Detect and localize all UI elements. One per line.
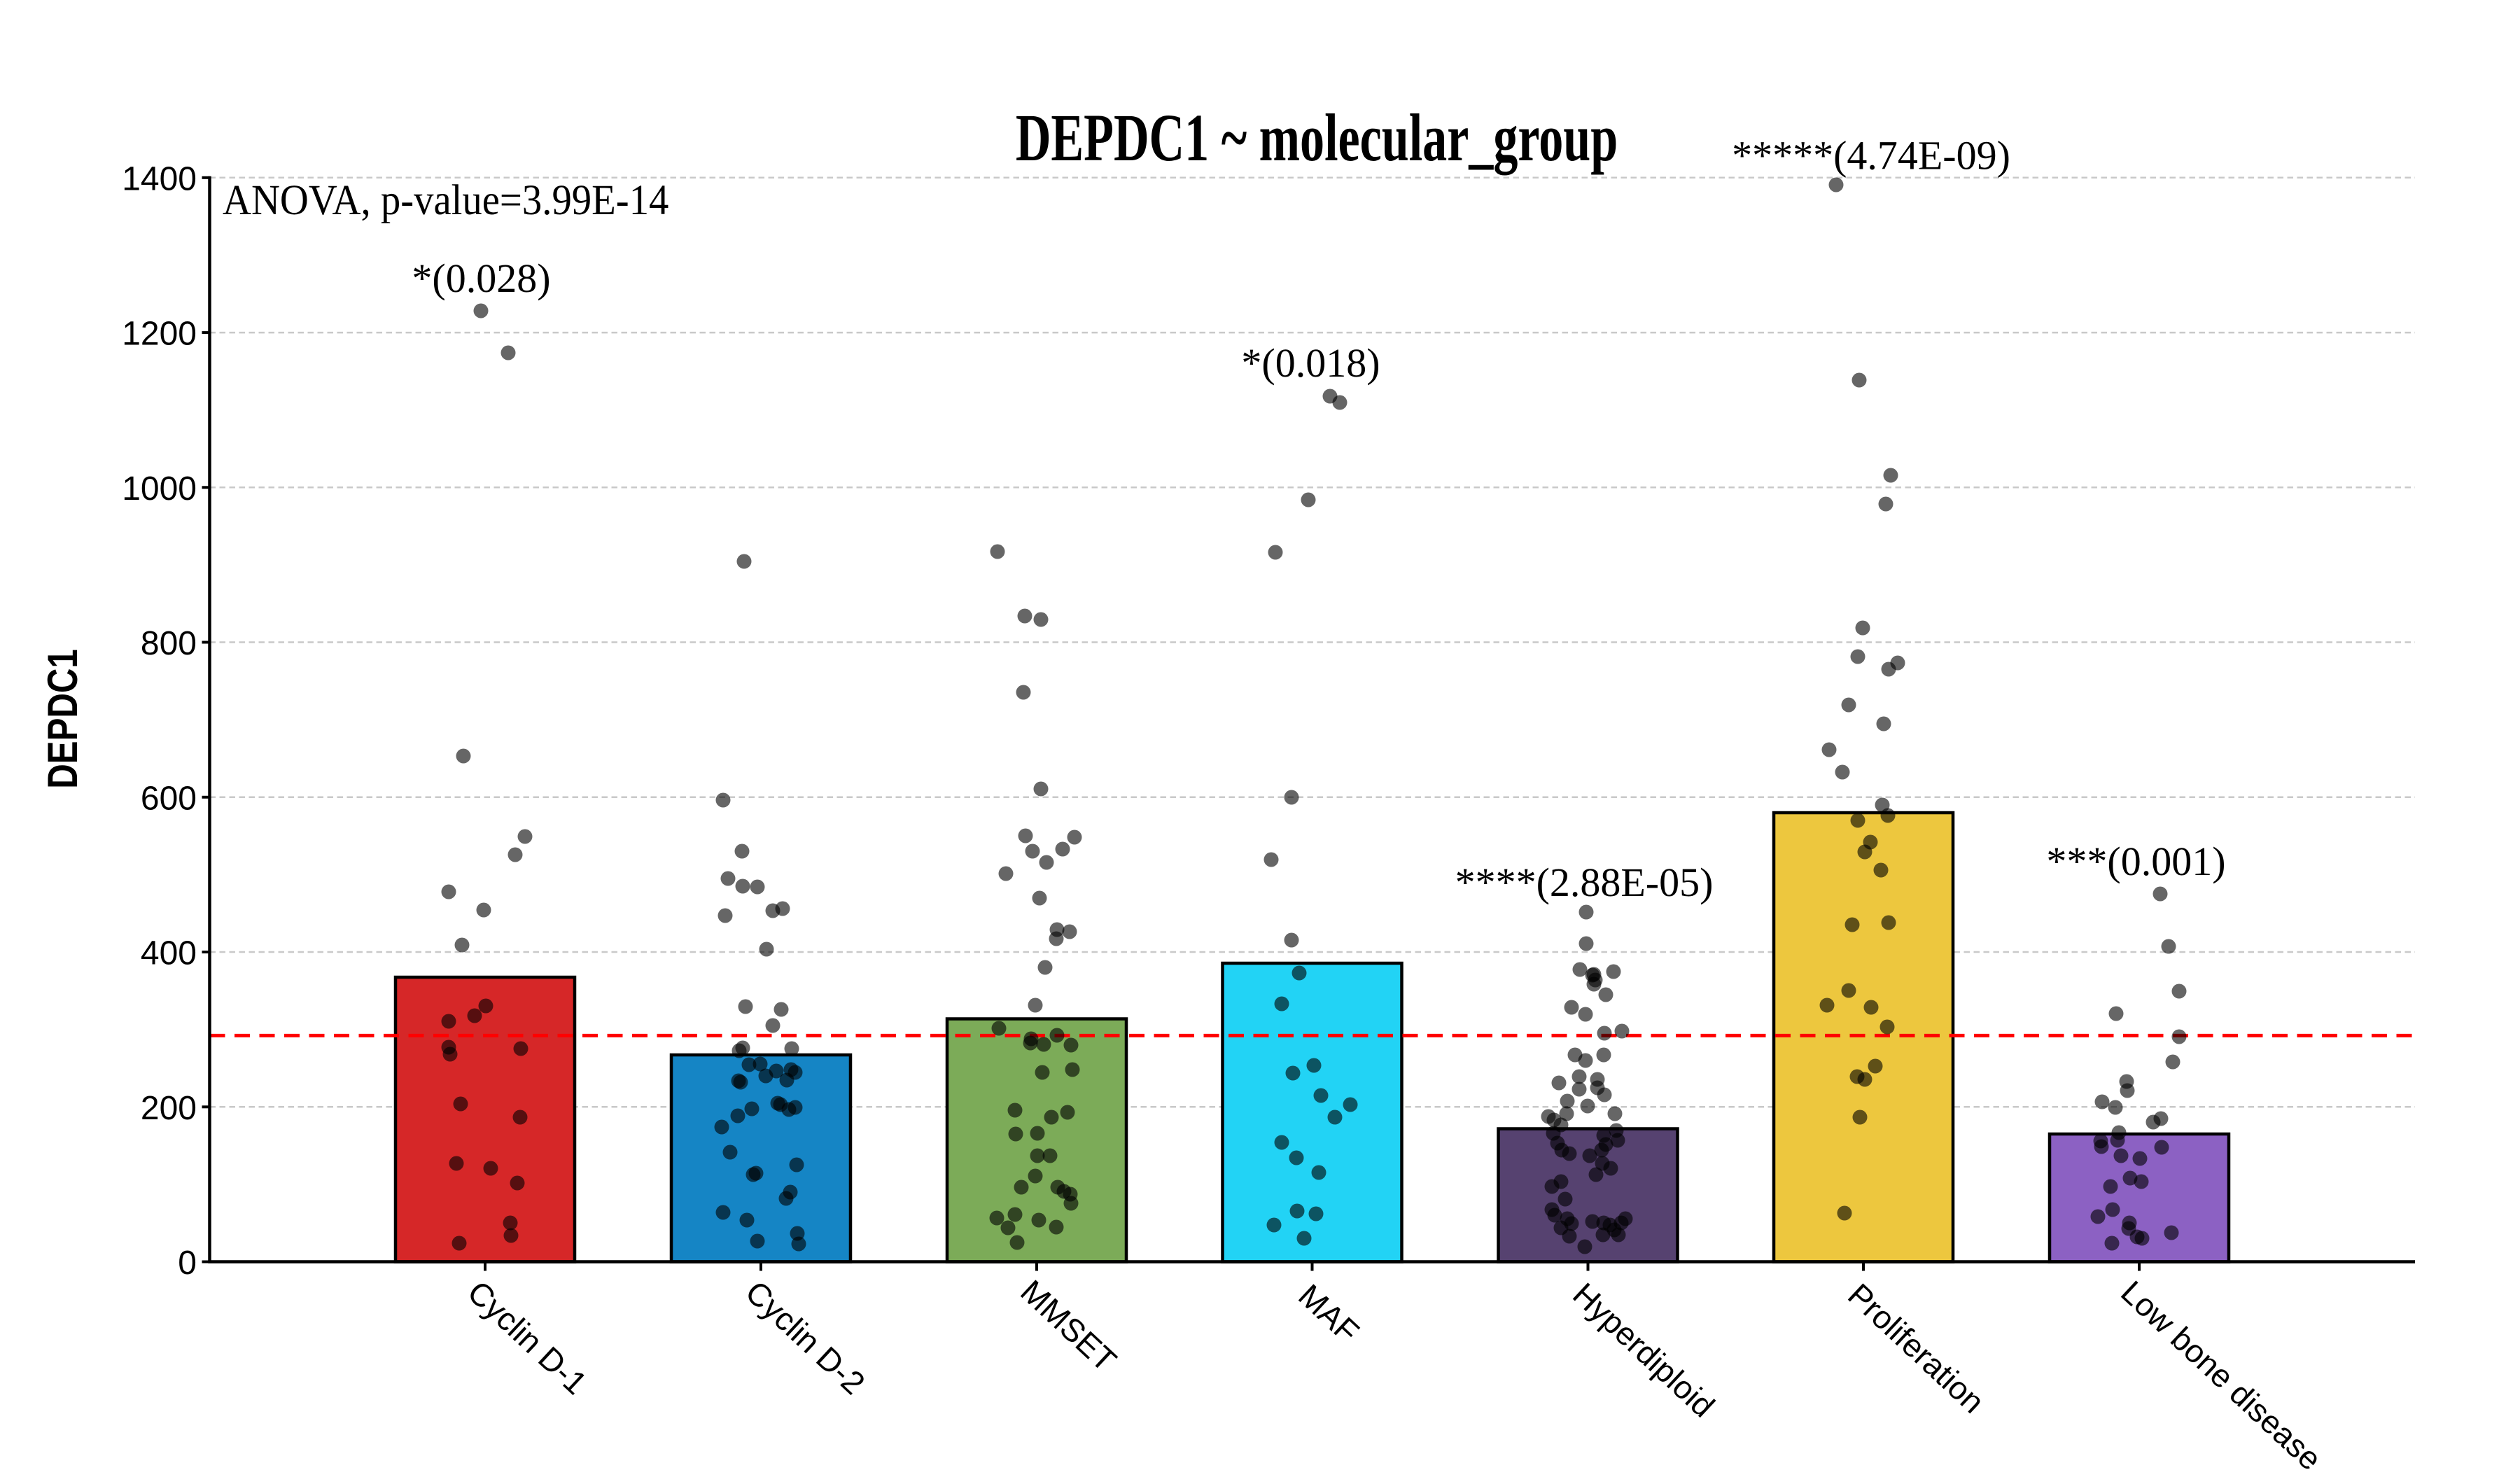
svg-text:DEPDC1 ~ molecular_group: DEPDC1 ~ molecular_group xyxy=(1016,101,1618,175)
svg-text:1000: 1000 xyxy=(122,470,197,507)
svg-text:1200: 1200 xyxy=(122,316,197,353)
svg-text:DEPDC1: DEPDC1 xyxy=(38,649,86,789)
svg-text:*(0.028): *(0.028) xyxy=(412,255,550,301)
svg-text:600: 600 xyxy=(141,780,197,817)
svg-text:ANOVA, p-value=3.99E-14: ANOVA, p-value=3.99E-14 xyxy=(223,176,668,223)
svg-text:400: 400 xyxy=(141,935,197,972)
svg-text:800: 800 xyxy=(141,625,197,662)
svg-text:*(0.018): *(0.018) xyxy=(1241,340,1380,386)
svg-text:1400: 1400 xyxy=(122,160,197,197)
svg-text:***(0.001): ***(0.001) xyxy=(2046,839,2225,884)
svg-text:*****(4.74E-09): *****(4.74E-09) xyxy=(1732,133,2010,178)
svg-text:****(2.88E-05): ****(2.88E-05) xyxy=(1455,860,1714,905)
svg-text:200: 200 xyxy=(141,1090,197,1127)
svg-text:0: 0 xyxy=(178,1245,197,1282)
